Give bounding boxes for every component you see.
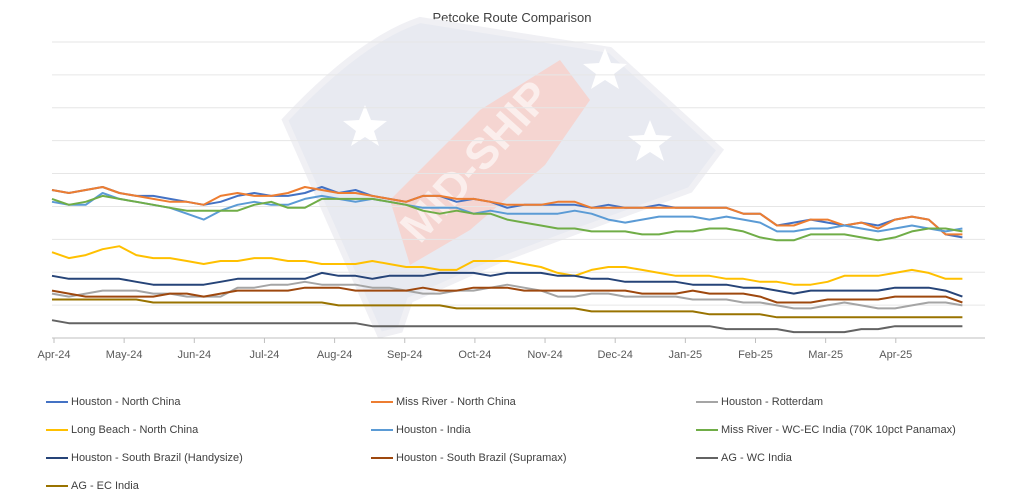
series-line-4	[51, 192, 963, 233]
legend-item: Houston - South Brazil (Handysize)	[46, 450, 243, 466]
series-line-5	[51, 194, 963, 242]
legend-swatch	[46, 401, 68, 404]
series-line-3	[51, 245, 963, 286]
legend-label: Houston - South Brazil (Supramax)	[396, 452, 567, 464]
legend-swatch	[696, 429, 718, 432]
x-tick-label: Oct-24	[458, 349, 491, 361]
legend-swatch	[46, 429, 68, 432]
legend-label: AG - EC India	[71, 480, 139, 492]
chart-title: Petcoke Route Comparison	[432, 10, 592, 25]
legend-label: Miss River - North China	[396, 396, 516, 408]
legend-swatch	[46, 457, 68, 460]
legend-label: Houston - South Brazil (Handysize)	[71, 452, 243, 464]
legend-item: Houston - North China	[46, 394, 180, 410]
legend-label: AG - WC India	[721, 452, 792, 464]
x-tick-label: Apr-25	[879, 349, 912, 361]
legend-swatch	[696, 401, 718, 404]
x-tick-label: Mar-25	[808, 349, 843, 361]
series-line-8	[51, 319, 963, 334]
legend-swatch	[46, 485, 68, 488]
legend-item: Miss River - North China	[371, 394, 516, 410]
watermark-star	[343, 105, 387, 146]
legend-item: Miss River - WC-EC India (70K 10pct Pana…	[696, 422, 956, 438]
x-tick-label: Aug-24	[317, 349, 352, 361]
legend-item: Long Beach - North China	[46, 422, 198, 438]
legend-swatch	[371, 429, 393, 432]
legend-label: Long Beach - North China	[71, 424, 199, 436]
legend-item: Houston - Rotterdam	[696, 394, 823, 410]
legend-swatch	[371, 457, 393, 460]
watermark-logo: MID-SHIP	[281, 16, 725, 339]
legend-label: Houston - North China	[71, 396, 181, 408]
legend-item: Houston - South Brazil (Supramax)	[371, 450, 567, 466]
x-tick-label: Jul-24	[249, 349, 279, 361]
x-tick-label: Nov-24	[527, 349, 562, 361]
legend-item: AG - WC India	[696, 450, 792, 466]
x-tick-label: Jan-25	[669, 349, 703, 361]
series-line-6	[51, 271, 963, 298]
x-tick-label: Jun-24	[177, 349, 211, 361]
legend-label: Houston - India	[396, 424, 471, 436]
legend-item: Houston - India	[371, 422, 471, 438]
series-line-2	[51, 280, 963, 310]
x-tick-label: Sep-24	[387, 349, 422, 361]
watermark-star	[583, 48, 627, 89]
x-tick-label: Feb-25	[738, 349, 773, 361]
x-axis-ticks: Apr-24 May-24 Jun-24 Jul-24 Aug-24 Sep-24 Oct-…	[37, 338, 912, 361]
series-line-1	[51, 186, 963, 236]
legend-swatch	[696, 457, 718, 460]
x-tick-label: Apr-24	[37, 349, 70, 361]
legend-label: Miss River - WC-EC India (70K 10pct Pana…	[721, 424, 956, 436]
legend-item: AG - EC India	[46, 478, 139, 494]
legend-label: Houston - Rotterdam	[721, 396, 824, 408]
series-line-9	[52, 298, 963, 319]
legend-swatch	[371, 401, 393, 404]
x-tick-label: Dec-24	[597, 349, 632, 361]
x-tick-label: May-24	[106, 349, 143, 361]
series-lines	[51, 186, 963, 334]
series-line-7	[51, 286, 963, 304]
